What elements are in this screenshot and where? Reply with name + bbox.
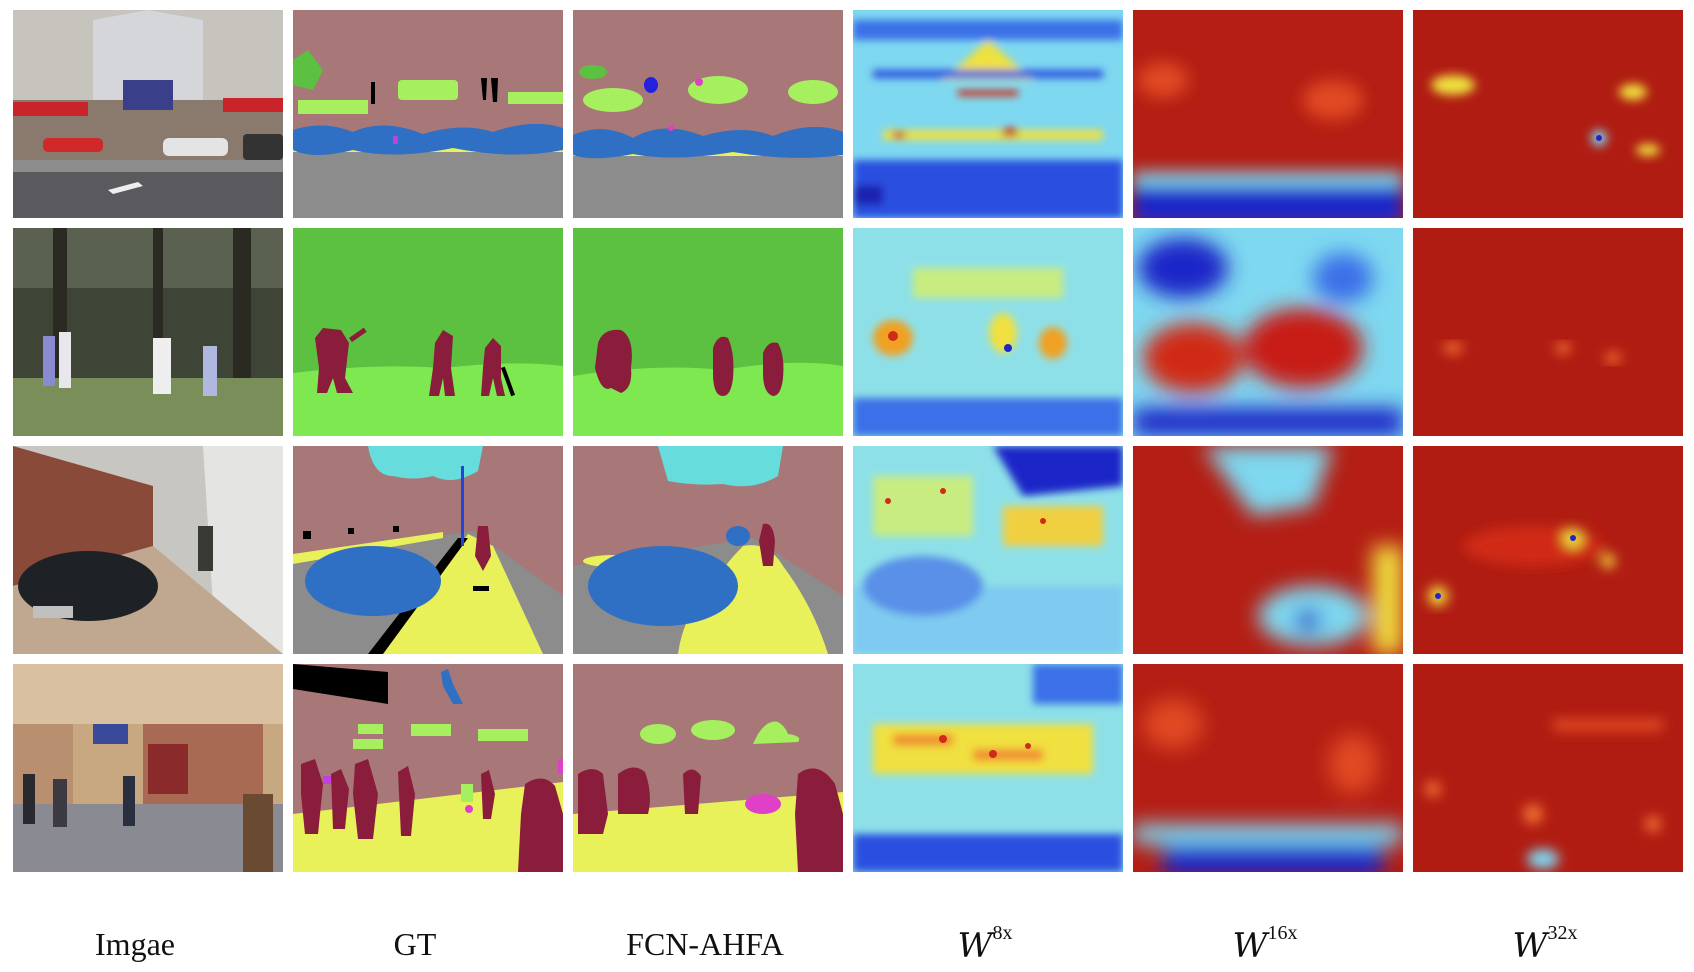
- gt-row1: [293, 10, 563, 218]
- pred-row4: [573, 664, 843, 872]
- w16-row3: [1133, 446, 1403, 654]
- w32-row3: [1413, 446, 1683, 654]
- pred-row1: [573, 10, 843, 218]
- image-row4: [13, 664, 283, 872]
- w8-row3: [853, 446, 1123, 654]
- pred-row2: [573, 228, 843, 436]
- image-row1: [13, 10, 283, 218]
- col-label-w8: W8x: [957, 922, 1013, 966]
- w8-row1: [853, 10, 1123, 218]
- col-label-gt: GT: [393, 926, 437, 962]
- col-label-w32: W32x: [1512, 922, 1578, 966]
- w8-row2: [853, 228, 1123, 436]
- image-row2: [13, 228, 283, 436]
- w16-row1: [1133, 10, 1403, 218]
- w32-row2: [1413, 228, 1683, 436]
- w8-row4: [853, 664, 1123, 872]
- w32-row1: [1413, 10, 1683, 218]
- w16-row2: [1133, 228, 1403, 436]
- pred-row3: [573, 446, 843, 654]
- col-label-fcn-ahfa: FCN-AHFA: [626, 926, 784, 962]
- gt-row3: [293, 446, 563, 654]
- gt-row2: [293, 228, 563, 436]
- gt-row4: [293, 664, 563, 872]
- w16-row4: [1133, 664, 1403, 872]
- w32-row4: [1413, 664, 1683, 872]
- col-label-w16: W16x: [1232, 922, 1298, 966]
- col-label-image: Imgae: [95, 926, 175, 962]
- image-row3: [13, 446, 283, 654]
